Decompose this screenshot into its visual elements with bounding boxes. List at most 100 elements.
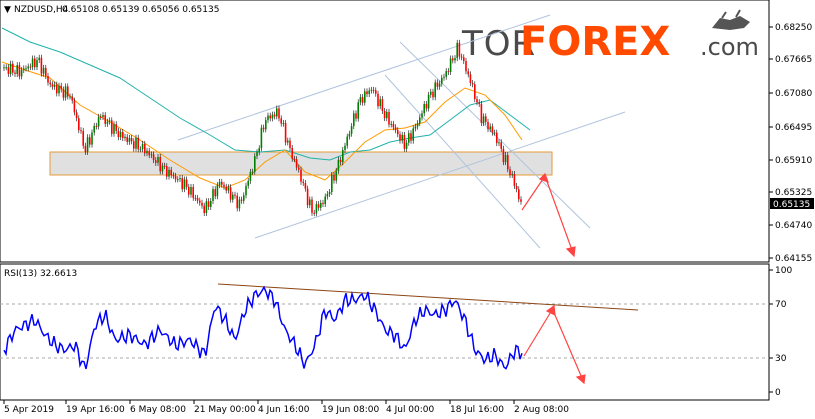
- time-tick-label: 19 Apr 16:00: [66, 405, 125, 415]
- candle-body: [247, 180, 249, 186]
- candle-body: [42, 67, 45, 74]
- candle-body: [401, 134, 403, 141]
- candle-body: [150, 154, 153, 156]
- candle-body: [71, 96, 73, 101]
- price-tick-label: 0.67665: [775, 55, 812, 65]
- price-axis: 0.68250 0.67665 0.67080 0.66495 0.65910 0.653…: [769, 23, 812, 264]
- candle-body: [410, 133, 412, 141]
- candle-body: [192, 187, 194, 198]
- candle-body: [117, 130, 120, 138]
- candle-body: [240, 199, 243, 201]
- candle-body: [216, 185, 219, 197]
- candle-body: [390, 123, 392, 125]
- candle-body: [361, 97, 364, 103]
- candle-body: [295, 159, 298, 168]
- candle-body: [67, 86, 69, 97]
- candle-body: [337, 159, 340, 171]
- ohlc-values: 0.65108 0.65139 0.65056 0.65135: [62, 5, 219, 15]
- candle-body: [227, 187, 230, 191]
- candle-body: [463, 57, 465, 62]
- candle-body: [513, 174, 516, 186]
- price-tick-label: 0.67080: [775, 89, 812, 99]
- candle-body: [304, 183, 307, 189]
- rsi-forecast-arrow: [523, 304, 586, 385]
- candle-body: [381, 99, 384, 111]
- candle-body: [493, 132, 496, 134]
- time-tick-label: 6 May 08:00: [130, 405, 186, 415]
- svg-text:FOREX: FOREX: [520, 19, 670, 65]
- candle-body: [133, 141, 135, 149]
- candle-body: [152, 154, 155, 161]
- candle-body: [20, 70, 23, 77]
- candle-body: [93, 125, 95, 133]
- candle-body: [287, 140, 289, 143]
- candle-body: [399, 134, 401, 141]
- candle-body: [504, 155, 507, 163]
- candle-body: [441, 77, 443, 84]
- candle-body: [119, 131, 122, 138]
- time-axis: 5 Apr 2019 19 Apr 16:00 6 May 08:00 21 May …: [3, 400, 569, 415]
- candle-body: [75, 112, 78, 119]
- candle-body: [322, 202, 324, 205]
- candle-body: [425, 104, 428, 109]
- price-panel[interactable]: [0, 0, 770, 263]
- candle-body: [104, 115, 106, 124]
- current-price-marker: 0.65135: [770, 198, 814, 210]
- candle-body: [161, 165, 164, 172]
- candle-body: [370, 89, 373, 91]
- candle-body: [383, 110, 386, 119]
- candle-body: [487, 121, 489, 130]
- candle-body: [7, 67, 10, 74]
- candle-body: [221, 181, 223, 185]
- candle-body: [482, 116, 485, 123]
- candle-body: [251, 171, 254, 173]
- candle-body: [386, 111, 388, 119]
- candle-body: [36, 60, 38, 68]
- candle-body: [436, 82, 439, 87]
- candle-body: [73, 100, 76, 113]
- rsi-tick-label: 100: [775, 266, 792, 276]
- rsi-axis: 100 70 30 0: [769, 266, 792, 398]
- candle-body: [130, 137, 133, 142]
- rsi-title: RSI(13) 32.6613: [4, 269, 77, 279]
- candle-body: [135, 137, 137, 149]
- candle-body: [511, 174, 513, 176]
- candle-body: [234, 194, 236, 196]
- candle-body: [185, 179, 188, 187]
- candle-body: [313, 212, 315, 214]
- moving-average-slow: [1, 27, 531, 161]
- candle-body: [181, 178, 183, 190]
- candle-body: [40, 57, 43, 74]
- candle-body: [471, 83, 474, 85]
- candle-body: [328, 192, 331, 195]
- candle-body: [423, 104, 425, 114]
- candle-body: [469, 74, 472, 84]
- indicator-arrow-icon: ▼: [4, 5, 11, 15]
- candle-body: [421, 113, 423, 118]
- candle-body: [177, 179, 179, 181]
- price-tick-label: 0.65325: [775, 188, 812, 198]
- candle-body: [509, 169, 511, 176]
- candle-body: [496, 132, 498, 144]
- candle-body: [474, 84, 476, 100]
- candle-body: [5, 67, 7, 69]
- candle-body: [14, 72, 16, 74]
- candle-body: [388, 111, 390, 125]
- candle-body: [405, 142, 408, 149]
- candle-body: [317, 204, 320, 208]
- rsi-tick-label: 0: [775, 388, 781, 398]
- candle-body: [23, 68, 25, 71]
- candle-body: [368, 90, 370, 95]
- candle-body: [166, 166, 168, 177]
- candle-body: [91, 132, 93, 145]
- price-tick-label: 0.64155: [775, 254, 812, 264]
- candle-body: [137, 137, 139, 150]
- candle-body: [467, 71, 469, 75]
- candle-body: [80, 130, 82, 132]
- candle-body: [115, 124, 117, 131]
- candle-body: [412, 128, 414, 141]
- candle-body: [498, 142, 500, 144]
- rsi-panel[interactable]: [0, 263, 770, 401]
- candle-body: [298, 167, 300, 170]
- candle-body: [346, 136, 348, 146]
